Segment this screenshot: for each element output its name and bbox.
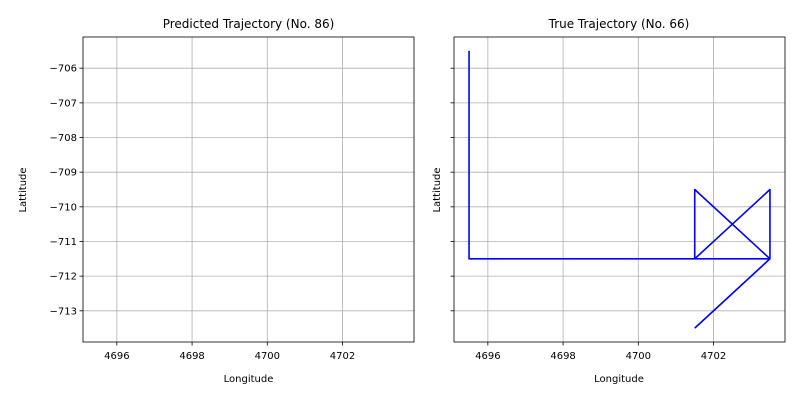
x-tick-label: 4696: [475, 351, 500, 362]
x-tick-label: 4700: [626, 351, 651, 362]
x-axis-label: Longitude: [594, 374, 644, 385]
y-tick-label: −712: [50, 272, 77, 283]
y-tick-label: −713: [50, 306, 77, 317]
x-tick-label: 4698: [179, 351, 204, 362]
y-tick-label: −710: [50, 202, 77, 213]
trajectory-line: [468, 50, 771, 329]
x-tick-label: 4702: [701, 351, 726, 362]
x-tick-label: 4698: [550, 351, 575, 362]
true-trajectory-panel: True Trajectory (No. 66) Longitude Latti…: [432, 17, 786, 385]
plot-frame: [453, 36, 786, 343]
y-tick-label: −709: [50, 168, 77, 179]
y-tick-label: −706: [50, 64, 77, 75]
y-axis-label: Lattitude: [18, 167, 29, 212]
y-tick-label: −711: [50, 237, 77, 248]
y-tick-label: −708: [50, 133, 77, 144]
y-axis-label: Lattitude: [432, 167, 443, 212]
x-axis-label: Longitude: [224, 374, 274, 385]
plot-frame: [82, 36, 415, 343]
predicted-trajectory-panel: Predicted Trajectory (No. 86) Longitude …: [18, 17, 415, 385]
x-tick-label: 4700: [255, 351, 280, 362]
x-tick-label: 4702: [330, 351, 355, 362]
x-tick-label: 4696: [104, 351, 129, 362]
chart-title: Predicted Trajectory (No. 86): [163, 17, 335, 31]
chart-title: True Trajectory (No. 66): [548, 17, 690, 31]
y-tick-label: −707: [50, 98, 77, 109]
